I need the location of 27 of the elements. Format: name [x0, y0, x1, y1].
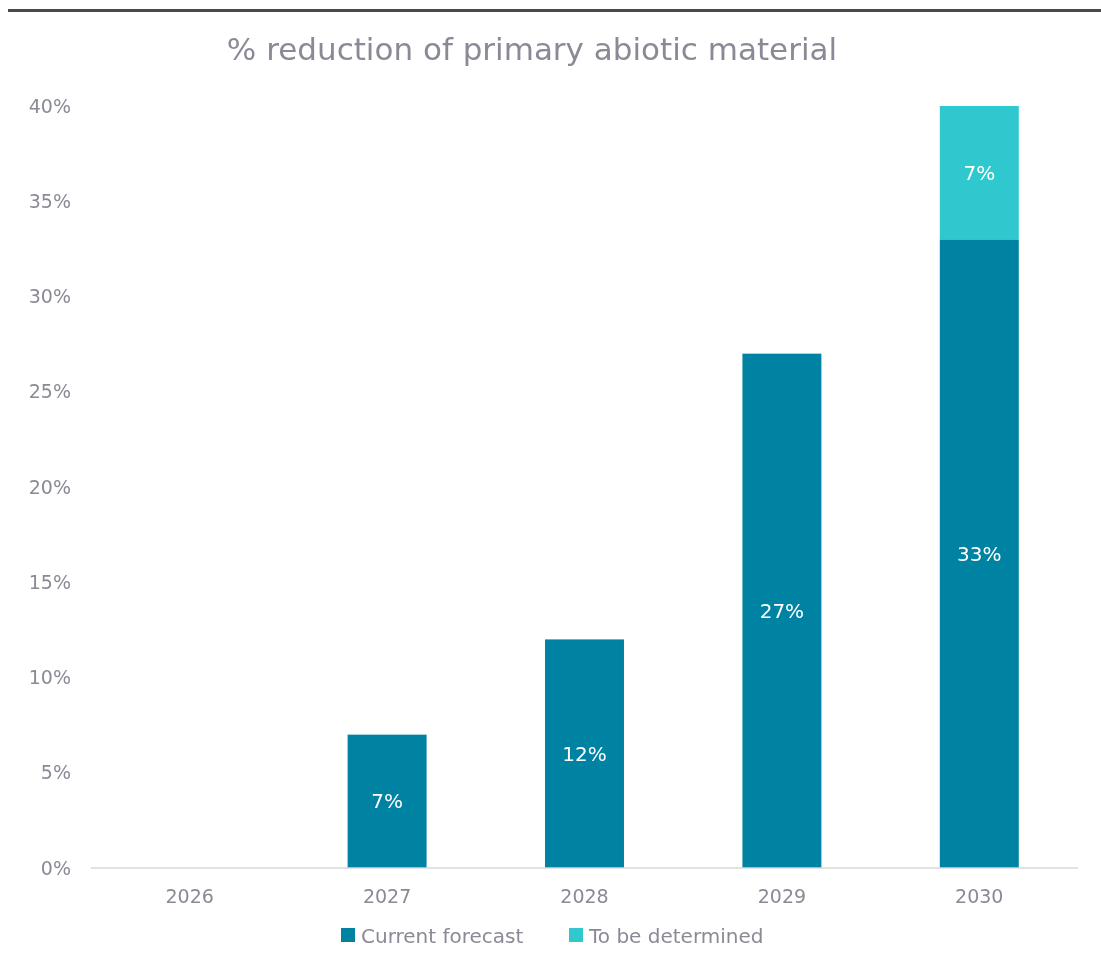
data-label: 27%	[759, 598, 805, 623]
y-tick-label: 5%	[40, 761, 71, 784]
y-tick-label: 35%	[28, 189, 71, 212]
legend-label: To be determined	[588, 924, 764, 948]
bar	[742, 353, 822, 868]
y-tick-label: 25%	[28, 380, 71, 403]
bar	[545, 639, 624, 868]
y-tick-label: 15%	[28, 570, 71, 593]
x-tick-label: 2026	[165, 885, 214, 907]
x-tick-label: 2029	[757, 885, 807, 907]
y-tick-label: 30%	[28, 285, 71, 308]
y-tick-label: 20%	[28, 475, 71, 498]
y-tick-label: 10%	[28, 666, 71, 689]
data-label: 33%	[957, 541, 1002, 566]
y-tick-label: 0%	[40, 856, 71, 879]
chart-title: % reduction of primary abiotic material	[226, 31, 838, 67]
x-tick-label: 2028	[560, 885, 609, 907]
legend-label: Current forecast	[361, 924, 524, 948]
x-tick-label: 2030	[955, 885, 1004, 907]
data-label: 7%	[963, 160, 996, 185]
y-tick-label: 40%	[28, 94, 71, 117]
bar	[939, 239, 1019, 868]
data-label: 7%	[371, 789, 403, 814]
x-tick-label: 2027	[362, 885, 412, 907]
bar	[347, 734, 427, 868]
data-label: 12%	[562, 741, 607, 766]
bar	[939, 106, 1019, 240]
